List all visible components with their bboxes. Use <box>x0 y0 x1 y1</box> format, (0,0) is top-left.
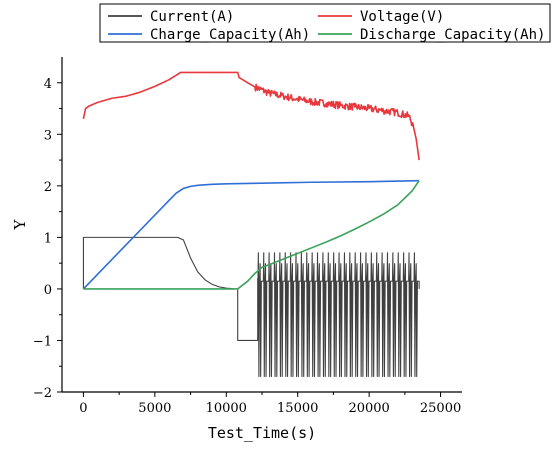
legend-box <box>99 3 551 43</box>
series-line-3 <box>83 180 420 290</box>
y-tick-label-6: 4 <box>44 77 52 92</box>
x-tick-label-5: 25000 <box>420 401 461 416</box>
series-line-0 <box>82 236 420 378</box>
legend: Current(A) Voltage(V) Charge_Capacity(Ah) D… <box>99 3 551 43</box>
series-line-1 <box>82 71 420 161</box>
axes-layer: Test_Time(s) Y 0 5000 10000 15000 20000 25000… <box>11 57 462 442</box>
series-line-2 <box>82 179 420 290</box>
y-tick-label-4: 2 <box>44 180 52 195</box>
legend-label-1: Voltage(V) <box>360 9 444 25</box>
legend-label-2: Charge_Capacity(Ah) <box>150 27 310 43</box>
y-tick-label-5: 3 <box>44 128 52 143</box>
legend-label-0: Current(A) <box>150 9 234 25</box>
x-tick-label-4: 20000 <box>348 401 389 416</box>
y-axis-label: Y <box>11 218 29 230</box>
legend-label-3: Discharge_Capacity(Ah) <box>360 27 545 43</box>
y-tick-label-0: −2 <box>33 386 52 401</box>
y-tick-label-3: 1 <box>44 231 52 246</box>
x-tick-label-0: 0 <box>79 401 87 416</box>
series-layer <box>82 71 420 378</box>
y-tick-label-1: −1 <box>33 334 52 349</box>
x-tick-label-3: 15000 <box>277 401 318 416</box>
x-axis-label: Test_Time(s) <box>208 424 316 442</box>
x-tick-label-2: 10000 <box>206 401 247 416</box>
x-tick-label-1: 5000 <box>138 401 171 416</box>
y-tick-label-2: 0 <box>44 283 52 298</box>
